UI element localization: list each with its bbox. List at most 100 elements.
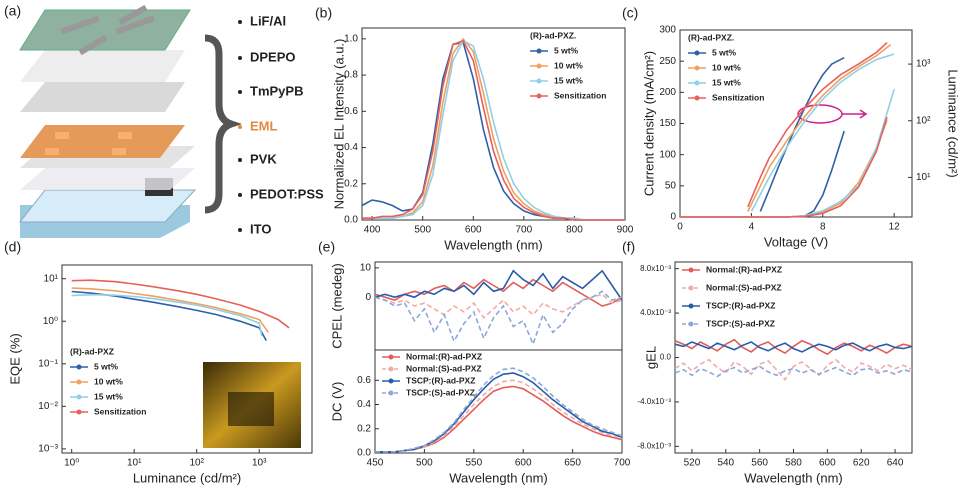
eml-layer <box>20 125 185 158</box>
x-tick-label: 4 <box>749 222 755 233</box>
x-tick-label: 10⁰ <box>64 458 79 469</box>
y-tick-label: 4.0x10⁻³ <box>640 308 671 317</box>
y-tick-label: 0.4 <box>357 399 371 410</box>
legend-label: Normal:(S)-ad-PXZ <box>706 282 782 292</box>
layer-label: TmPyPB <box>250 83 303 98</box>
series-line <box>759 56 845 212</box>
x-tick-label: 400 <box>364 225 381 236</box>
y-axis-label: Normalized EL Intensity (a.u.) <box>331 39 346 210</box>
x-tick-label: 580 <box>785 458 802 469</box>
series-line <box>374 290 623 347</box>
panel-label: (b) <box>315 5 332 21</box>
y-tick-label: 10 <box>360 263 372 274</box>
y-tick-label: 250 <box>659 56 676 67</box>
legend-label: 10 wt% <box>712 62 741 72</box>
y-tick-label: 1.0 <box>344 34 358 45</box>
x-tick-label: 500 <box>416 458 433 469</box>
pixel <box>55 132 69 139</box>
y-tick-label: 0.2 <box>344 178 358 189</box>
legend-marker <box>388 354 394 360</box>
x-tick-label: 620 <box>853 458 870 469</box>
x-tick-label: 540 <box>717 458 734 469</box>
pedot-layer <box>20 168 195 190</box>
series-line <box>362 39 625 221</box>
y2-tick-label: 10³ <box>916 59 931 70</box>
legend-marker <box>76 379 82 385</box>
y-axis-label: DC (V) <box>329 382 344 422</box>
series-line <box>374 269 623 301</box>
legend-label: TSCP:(R)-ad-PXZ <box>706 300 775 310</box>
y-tick-label: 100 <box>659 149 676 160</box>
x-axis-label: Wavelength (nm) <box>444 237 543 252</box>
legend-label: TSCP:(R)-ad-PXZ <box>406 375 475 385</box>
x-tick-label: 550 <box>465 458 482 469</box>
pixel <box>112 148 126 155</box>
legend-label: 15 wt% <box>554 75 583 85</box>
layer-label: ITO <box>250 221 271 236</box>
y-axis-label: CPEL (medeg) <box>329 263 344 349</box>
x-tick-label: 600 <box>819 458 836 469</box>
y-tick-label: 0.6 <box>357 375 371 386</box>
lif-al-layer <box>19 9 191 51</box>
legend-marker <box>694 65 700 71</box>
series-line <box>375 367 623 453</box>
y-tick-label: 50 <box>665 180 677 191</box>
x-tick-label: 600 <box>465 225 482 236</box>
y-tick-label: 8.0x10⁻³ <box>640 264 671 273</box>
panel-label: (a) <box>4 3 21 19</box>
x-tick-label: 450 <box>367 458 384 469</box>
x-tick-label: 10¹ <box>127 458 142 469</box>
legend-marker <box>536 48 542 54</box>
legend-label: 5 wt% <box>712 47 737 57</box>
series-line <box>374 293 623 319</box>
bullet <box>238 228 242 232</box>
bullet <box>238 56 242 60</box>
series-line <box>361 41 625 221</box>
legend-label: Sensitization <box>554 90 606 100</box>
y2-tick-label: 10² <box>916 115 931 126</box>
layer-label: EML <box>250 118 278 133</box>
legend-marker <box>694 95 700 101</box>
annotation-arrow <box>842 109 868 119</box>
y-tick-label: 0.8 <box>344 70 358 81</box>
legend-label: TSCP:(S)-ad-PXZ <box>706 318 775 328</box>
y-tick-label: 0 <box>670 212 676 223</box>
y-tick-label: 10⁻³ <box>38 444 58 455</box>
series-line <box>71 293 263 337</box>
legend-label: Normal:(R)-ad-PXZ <box>706 264 782 274</box>
legend-marker <box>388 366 394 372</box>
legend-marker <box>688 321 694 327</box>
series-line <box>750 53 895 212</box>
legend-marker <box>688 267 694 273</box>
y-tick-label: 300 <box>659 25 676 36</box>
x-axis-label: Luminance (cd/m²) <box>133 470 241 485</box>
legend-label: 15 wt% <box>94 391 123 401</box>
bullet <box>238 125 242 129</box>
electrode <box>115 15 155 35</box>
legend-label: TSCP:(S)-ad-PXZ <box>406 387 475 397</box>
y-tick-label: -8.0x10⁻³ <box>637 441 671 450</box>
bullet <box>238 193 242 197</box>
panel-label: (d) <box>4 239 21 255</box>
plot-frame <box>61 264 313 454</box>
panel-label: (f) <box>622 239 635 255</box>
plot-frame <box>374 261 623 351</box>
x-tick-label: 8 <box>820 222 826 233</box>
x-tick-label: 700 <box>516 225 533 236</box>
x-tick-label: 650 <box>564 458 581 469</box>
series-line <box>362 37 625 221</box>
legend-marker <box>536 63 542 69</box>
legend-label: 10 wt% <box>94 376 123 386</box>
x-tick-label: 640 <box>887 458 904 469</box>
inset-pattern <box>228 392 274 426</box>
bullet <box>238 20 242 24</box>
y-tick-label: 150 <box>659 118 676 129</box>
bullet <box>238 158 242 162</box>
legend-label: 15 wt% <box>712 77 741 87</box>
x-axis-label: Wavelength (nm) <box>449 470 548 485</box>
device-diagram: (a) LiF/Al DPEPO TmPyPB EML PVK PEDOT:PS… <box>4 3 324 238</box>
legend-label: Normal:(R)-ad-PXZ <box>406 351 482 361</box>
electrode <box>60 15 100 35</box>
layer-label: LiF/Al <box>250 13 286 28</box>
legend-label: 5 wt% <box>554 45 579 55</box>
